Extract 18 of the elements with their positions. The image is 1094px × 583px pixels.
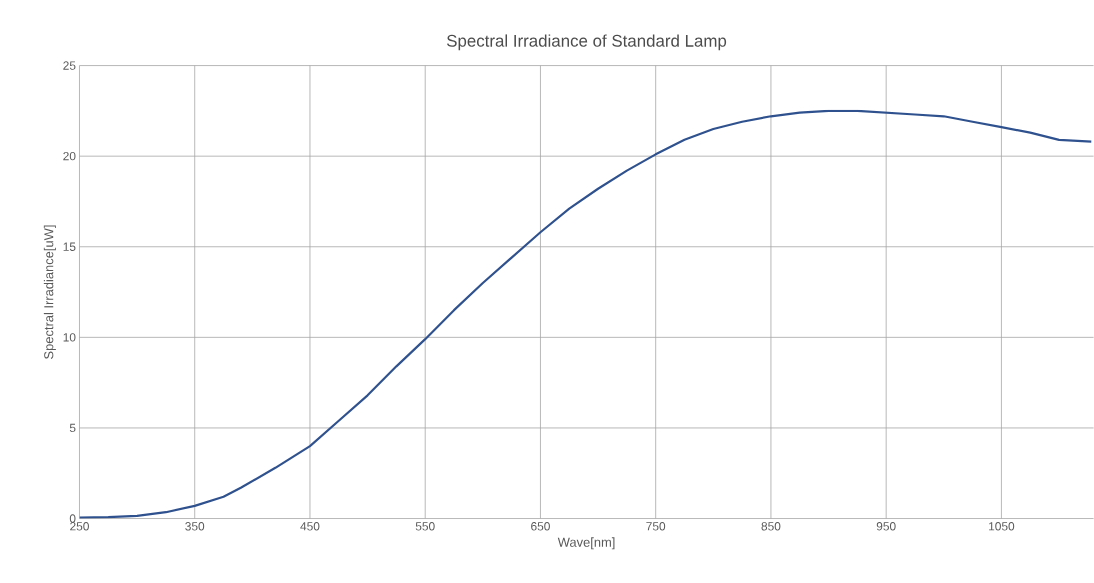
x-tick-label: 450 bbox=[300, 522, 320, 531]
y-tick-label: 25 bbox=[63, 61, 76, 70]
x-tick-label: 750 bbox=[646, 522, 666, 531]
x-tick-label: 350 bbox=[185, 522, 205, 531]
x-tick-label: 1050 bbox=[989, 522, 1015, 531]
x-tick-label: 250 bbox=[70, 522, 89, 531]
x-axis-title: Wave[nm] bbox=[557, 537, 615, 550]
y-tick-label: 10 bbox=[63, 333, 76, 342]
y-tick-label: 5 bbox=[69, 423, 76, 433]
y-tick-label: 15 bbox=[63, 242, 76, 251]
chart-title: Spectral Irradiance of Standard Lamp bbox=[446, 34, 727, 51]
x-tick-label: 550 bbox=[415, 522, 435, 531]
y-tick-label: 20 bbox=[63, 151, 76, 161]
x-tick-label: 850 bbox=[761, 522, 781, 531]
y-axis-title: Spectral Irradiance[uW] bbox=[43, 225, 56, 359]
y-tick-label: 0 bbox=[69, 514, 76, 523]
x-tick-label: 950 bbox=[876, 522, 896, 531]
x-tick-label: 650 bbox=[531, 522, 550, 531]
